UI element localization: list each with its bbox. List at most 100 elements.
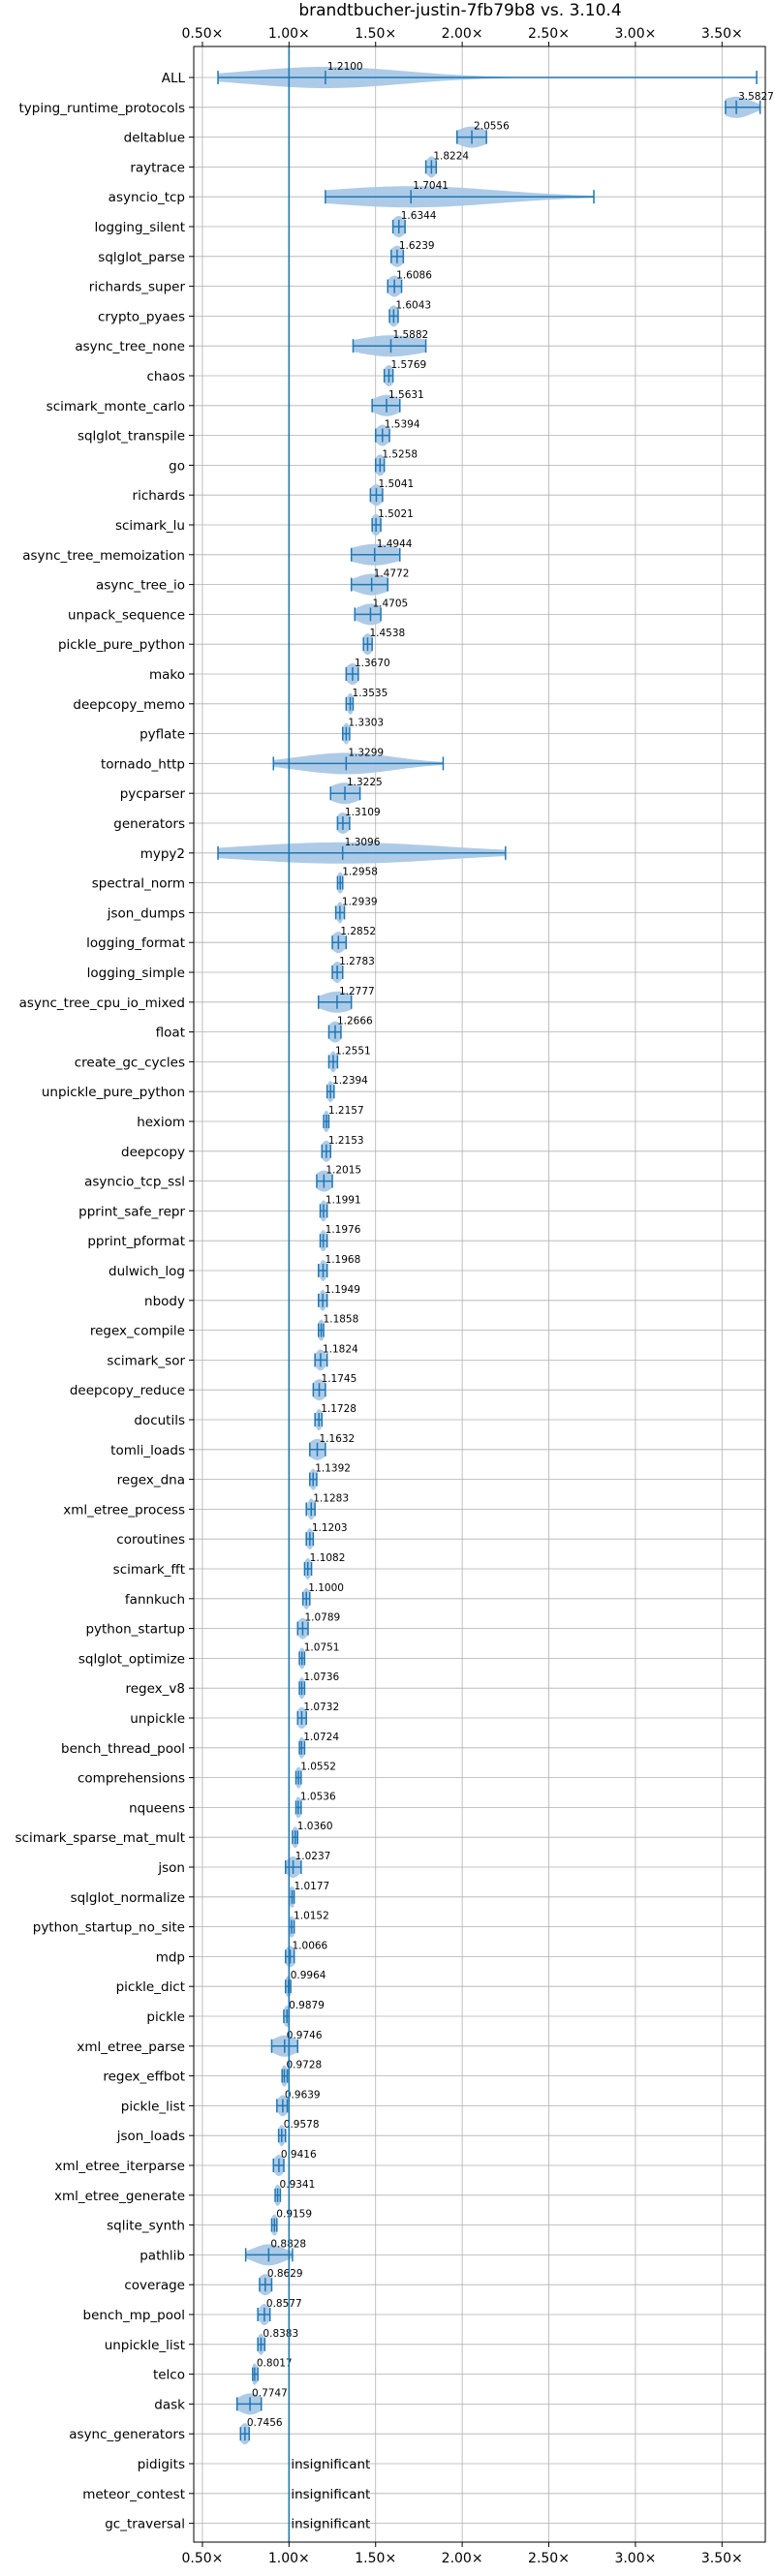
median-value-label: 1.8224 — [433, 150, 469, 162]
benchmark-label: scimark_sparse_mat_mult — [16, 1830, 185, 1846]
median-value-label: 0.9416 — [281, 2149, 317, 2161]
benchmark-label: tomli_loads — [110, 1443, 185, 1458]
plot-frame — [193, 46, 766, 2543]
benchmark-label: tornado_http — [101, 756, 185, 772]
benchmark-label: bench_thread_pool — [61, 1741, 185, 1757]
median-value-label: 1.0360 — [297, 1821, 333, 1832]
benchmark-label: deepcopy_memo — [73, 697, 185, 713]
benchmark-label: deepcopy_reduce — [70, 1383, 185, 1398]
benchmark-label: mypy2 — [140, 846, 185, 862]
median-value-label: 1.6344 — [401, 210, 437, 222]
benchmark-label: async_tree_cpu_io_mixed — [19, 996, 185, 1011]
median-value-label: 0.9341 — [280, 2179, 316, 2191]
benchmark-label: async_generators — [69, 2427, 185, 2442]
x-tick-label-top: 3.00× — [614, 26, 656, 42]
benchmark-label: pprint_safe_repr — [78, 1204, 185, 1219]
violins: 1.2100 3.5827 2.0556 1.8224 1.7041 1.6344 1.62… — [217, 46, 774, 2542]
benchmark-label: typing_runtime_protocols — [19, 101, 186, 116]
benchmark-label: fannkuch — [125, 1592, 185, 1608]
median-value-label: 0.8629 — [267, 2268, 303, 2280]
median-value-label: 1.4772 — [374, 568, 410, 580]
insignificant-label: insignificant — [291, 2517, 370, 2532]
benchmark-label: coverage — [124, 2278, 185, 2293]
median-value-label: 0.9728 — [286, 2060, 322, 2071]
median-value-label: 1.2551 — [335, 1045, 371, 1057]
median-value-label: 1.4944 — [377, 538, 413, 550]
median-value-label: 1.0237 — [295, 1851, 331, 1862]
median-value-label: 1.0066 — [293, 1940, 328, 1951]
median-value-label: 0.9879 — [289, 2000, 325, 2011]
benchmark-label: pickle — [146, 2009, 185, 2025]
median-value-label: 1.2666 — [337, 1016, 373, 1027]
median-value-label: 1.7041 — [413, 180, 449, 192]
benchmark-label: meteor_contest — [82, 2487, 185, 2502]
benchmark-label: logging_format — [86, 935, 185, 951]
x-tick-label-top: 2.00× — [442, 26, 483, 42]
median-value-label: 1.2100 — [327, 61, 363, 73]
median-value-label: 1.1082 — [310, 1552, 346, 1564]
median-value-label: 1.5258 — [382, 448, 418, 460]
median-value-label: 1.0736 — [303, 1671, 339, 1683]
benchmark-label: nqueens — [129, 1800, 185, 1816]
median-value-label: 1.4538 — [369, 628, 405, 639]
benchmark-label: unpickle_pure_python — [42, 1085, 185, 1100]
median-value-label: 1.1203 — [312, 1522, 348, 1534]
benchmark-label: regex_v8 — [125, 1681, 185, 1697]
benchmark-label: json_loads — [116, 2129, 185, 2144]
median-value-label: 1.0732 — [303, 1702, 339, 1713]
insignificant-label: insignificant — [291, 2457, 370, 2472]
x-tick-label-bottom: 2.50× — [528, 2551, 570, 2566]
benchmark-label: logging_simple — [87, 966, 185, 981]
benchmark-label: regex_dna — [117, 1473, 185, 1488]
median-value-label: 1.3670 — [355, 658, 390, 669]
benchmark-label: scimark_sor — [107, 1353, 185, 1368]
median-value-label: 1.3096 — [345, 837, 381, 848]
x-axis: 0.50× 0.50× 1.00× 1.00× 1.50× 1.50× 2.00× 2.00×… — [181, 26, 742, 2566]
benchmark-label: raytrace — [130, 160, 185, 175]
benchmark-label: gc_traversal — [105, 2517, 185, 2532]
x-tick-label-bottom: 1.00× — [268, 2551, 310, 2566]
benchmark-label: create_gc_cycles — [75, 1055, 185, 1070]
benchmark-label: dask — [154, 2397, 185, 2412]
insignificant-label: insignificant — [291, 2487, 370, 2502]
benchmark-label: xml_etree_parse — [77, 2039, 185, 2055]
median-value-label: 1.2852 — [340, 926, 376, 937]
benchmark-label: sqlglot_transpile — [78, 429, 185, 445]
benchmark-label: coroutines — [116, 1532, 185, 1548]
median-value-label: 1.2394 — [332, 1075, 368, 1087]
benchmark-label: unpickle — [130, 1711, 185, 1727]
benchmark-label: asyncio_tcp_ssl — [84, 1175, 185, 1190]
benchmark-label: ALL — [162, 71, 186, 86]
x-tick-label-top: 1.50× — [355, 26, 396, 42]
benchmark-label: mako — [149, 667, 185, 683]
benchmark-label: go — [169, 458, 185, 474]
benchmark-label: async_tree_io — [96, 578, 185, 594]
benchmark-label: sqlglot_optimize — [78, 1651, 185, 1667]
median-value-label: 1.2939 — [342, 896, 378, 907]
median-value-label: 1.2015 — [326, 1165, 361, 1177]
x-tick-label-top: 1.00× — [268, 26, 310, 42]
median-value-label: 1.2958 — [342, 867, 378, 878]
median-value-label: 1.3225 — [347, 777, 383, 788]
benchmark-label: pyflate — [140, 727, 185, 743]
median-value-label: 0.9578 — [284, 2119, 320, 2131]
median-value-label: 1.5882 — [392, 329, 428, 341]
benchmark-label: deltablue — [124, 131, 185, 146]
median-value-label: 1.2157 — [328, 1105, 364, 1117]
median-value-label: 1.0751 — [304, 1641, 340, 1653]
benchmark-label: richards — [133, 488, 185, 504]
median-value-label: 1.5021 — [378, 508, 414, 520]
benchmark-label: comprehensions — [78, 1771, 185, 1787]
benchmark-label: nbody — [144, 1294, 185, 1309]
median-value-label: 1.1392 — [315, 1463, 351, 1475]
median-value-label: 1.6043 — [395, 299, 431, 311]
benchmark-label: sqlglot_parse — [98, 250, 185, 265]
benchmark-label: telco — [153, 2368, 185, 2383]
benchmark-label: python_startup_no_site — [33, 1920, 185, 1936]
median-value-label: 1.6086 — [396, 270, 432, 282]
x-tick-label-top: 3.50× — [701, 26, 743, 42]
benchmark-label: hexiom — [137, 1115, 185, 1130]
x-tick-label-bottom: 3.00× — [614, 2551, 656, 2566]
median-value-label: 1.1949 — [325, 1284, 360, 1296]
benchmark-label: chaos — [146, 369, 185, 384]
